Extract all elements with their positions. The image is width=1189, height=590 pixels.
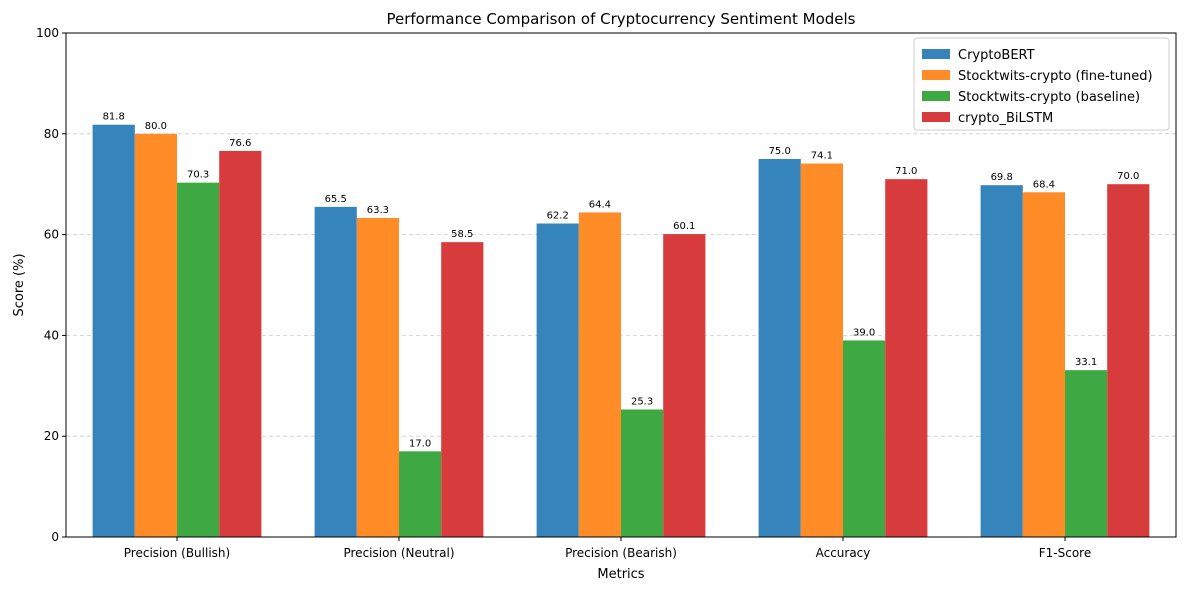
bar-1-4: [1022, 192, 1065, 538]
bar-0-3: [758, 159, 801, 537]
bar-2-1: [399, 451, 442, 537]
data-labels: 81.8 80.0 70.3 76.6 65.5 63.3 17.0 58.5 62.2 64.4…: [103, 112, 1140, 450]
data-label: 70.3: [187, 170, 209, 181]
bar-2-2: [621, 409, 664, 537]
bar-2-4: [1065, 370, 1108, 537]
y-tick-label: 80: [44, 127, 59, 141]
data-label: 76.6: [229, 138, 251, 149]
data-label: 33.1: [1075, 357, 1097, 368]
data-label: 70.0: [1117, 171, 1139, 182]
bars: [92, 124, 1150, 538]
bar-3-1: [441, 242, 484, 537]
data-label: 65.5: [325, 194, 347, 205]
data-label: 68.4: [1033, 179, 1055, 190]
bar-1-0: [134, 133, 177, 538]
data-label: 17.0: [409, 438, 431, 449]
y-tick-label: 40: [44, 328, 59, 342]
legend-entry: Stocktwits-crypto (baseline): [958, 90, 1140, 105]
x-tick-label: Precision (Neutral): [343, 546, 454, 560]
legend-entry: CryptoBERT: [958, 48, 1035, 63]
y-axis-ticks: 0 20 40 60 80 100: [36, 26, 66, 544]
x-axis-label: Metrics: [597, 567, 644, 582]
bar-3-2: [663, 234, 706, 537]
x-tick-label: Precision (Bullish): [124, 546, 230, 560]
data-label: 39.0: [853, 327, 875, 338]
chart-title: Performance Comparison of Cryptocurrency…: [387, 10, 856, 28]
legend-entry: crypto_BiLSTM: [958, 111, 1053, 126]
legend-entry: Stocktwits-crypto (fine-tuned): [958, 69, 1153, 84]
y-tick-label: 100: [36, 26, 59, 40]
legend-swatch: [922, 91, 950, 101]
bar-3-4: [1107, 184, 1150, 537]
bar-0-4: [980, 185, 1023, 537]
bar-0-1: [314, 206, 357, 537]
bar-3-3: [885, 179, 928, 537]
data-label: 75.0: [769, 146, 791, 157]
data-label: 63.3: [367, 205, 389, 216]
data-label: 80.0: [145, 121, 167, 132]
data-label: 74.1: [811, 151, 833, 162]
x-tick-label: Accuracy: [816, 546, 871, 560]
bar-1-3: [800, 163, 843, 537]
bar-0-0: [92, 124, 135, 537]
data-label: 81.8: [103, 112, 125, 123]
bar-3-0: [219, 150, 262, 537]
data-label: 62.2: [547, 211, 569, 222]
data-label: 25.3: [631, 396, 653, 407]
y-tick-label: 60: [44, 228, 59, 242]
bar-2-3: [843, 340, 886, 537]
data-label: 60.1: [673, 221, 695, 232]
bar-0-2: [536, 223, 579, 537]
y-tick-label: 0: [51, 530, 59, 544]
bar-1-2: [578, 212, 621, 537]
legend: CryptoBERT Stocktwits-crypto (fine-tuned)…: [913, 37, 1170, 131]
x-tick-label: F1-Score: [1039, 546, 1091, 560]
legend-box: [913, 37, 1170, 131]
data-label: 64.4: [589, 199, 611, 210]
x-axis-ticks: Precision (Bullish) Precision (Neutral) Pr…: [124, 537, 1091, 560]
data-label: 69.8: [991, 172, 1013, 183]
y-axis-label: Score (%): [12, 253, 27, 316]
legend-swatch: [922, 112, 950, 122]
legend-swatch: [922, 70, 950, 80]
bar-1-1: [356, 217, 399, 537]
data-label: 71.0: [895, 166, 917, 177]
bar-2-0: [177, 182, 220, 538]
x-tick-label: Precision (Bearish): [565, 546, 677, 560]
y-tick-label: 20: [44, 429, 59, 443]
data-label: 58.5: [451, 229, 473, 240]
legend-swatch: [922, 49, 950, 59]
